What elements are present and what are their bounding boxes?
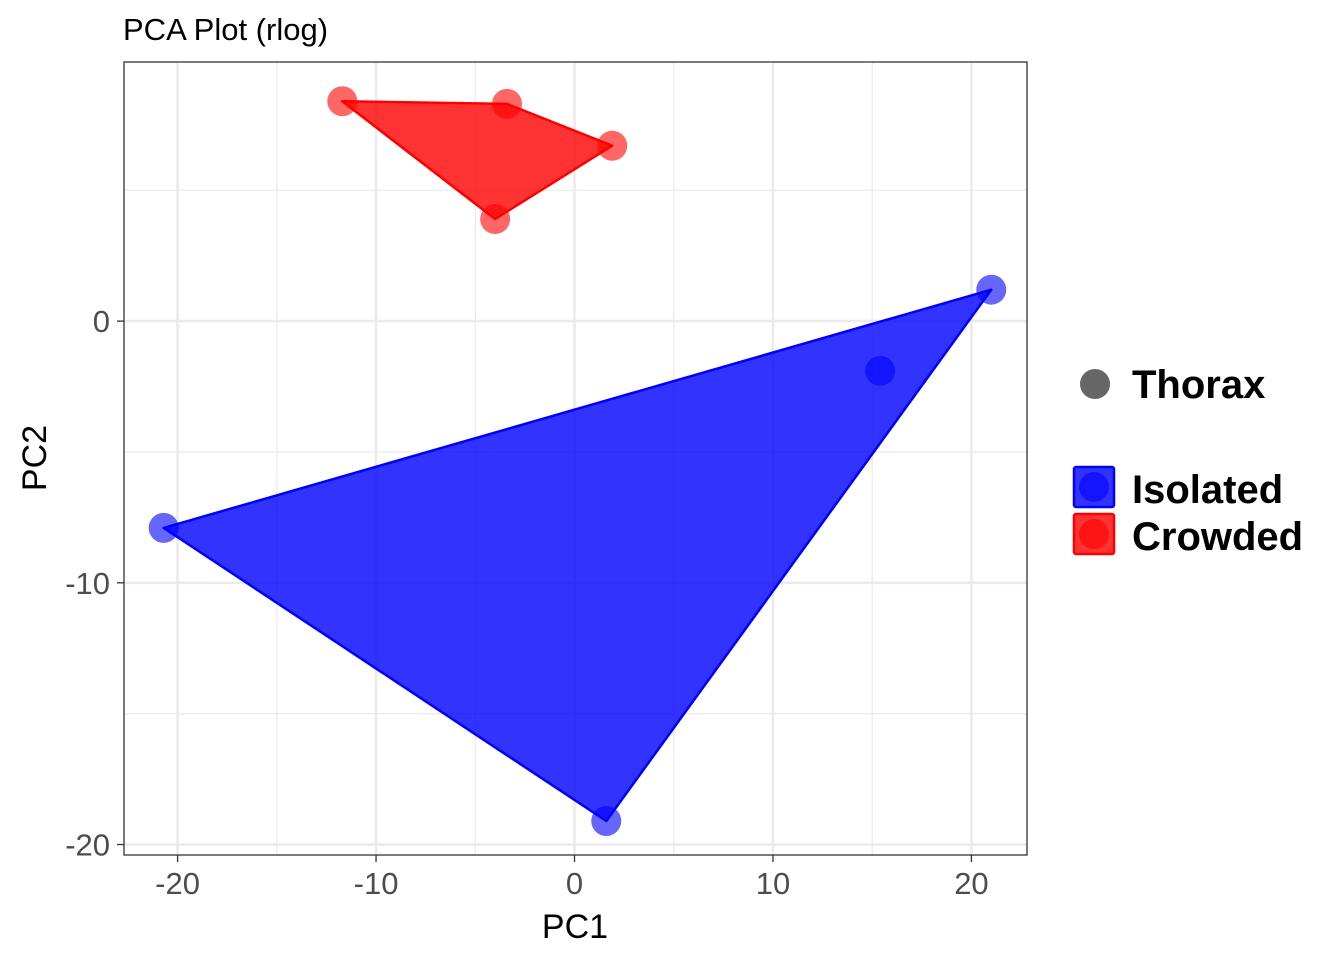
point-isolated	[591, 805, 622, 836]
y-tick-label: -10	[65, 566, 110, 601]
point-crowded	[492, 88, 523, 119]
point-layer	[148, 86, 1007, 836]
chart-title: PCA Plot (rlog)	[123, 12, 328, 47]
y-tick-label: -20	[65, 828, 110, 863]
point-isolated	[976, 274, 1007, 305]
legend-label-isolated: Isolated	[1132, 468, 1283, 512]
legend-dot-isolated	[1079, 472, 1109, 502]
hull-crowded	[341, 100, 614, 221]
legend-dot-crowded	[1079, 519, 1109, 549]
y-tick-label: 0	[93, 304, 110, 339]
x-tick-label: 0	[566, 866, 583, 901]
x-tick-label: -10	[354, 866, 399, 901]
hull-isolated	[162, 288, 993, 823]
plot-panel-border	[123, 61, 1028, 856]
x-tick-label: 20	[954, 866, 988, 901]
legend-label-crowded: Crowded	[1132, 515, 1303, 559]
x-tick-label: 10	[756, 866, 790, 901]
x-axis-title: PC1	[542, 908, 608, 946]
x-tick-label: -20	[155, 866, 200, 901]
legend: Thorax Isolated Crowded	[1072, 363, 1303, 559]
shape-legend-key	[1080, 369, 1110, 399]
point-isolated	[865, 355, 896, 386]
shape-legend-label: Thorax	[1132, 363, 1265, 407]
point-crowded	[597, 130, 628, 161]
axis-ticks: -20 -10 0 10 20 -20 -10 0	[65, 304, 988, 901]
point-crowded	[327, 86, 358, 117]
point-crowded	[480, 204, 511, 235]
y-axis-title: PC2	[16, 425, 54, 491]
point-isolated	[148, 512, 179, 543]
